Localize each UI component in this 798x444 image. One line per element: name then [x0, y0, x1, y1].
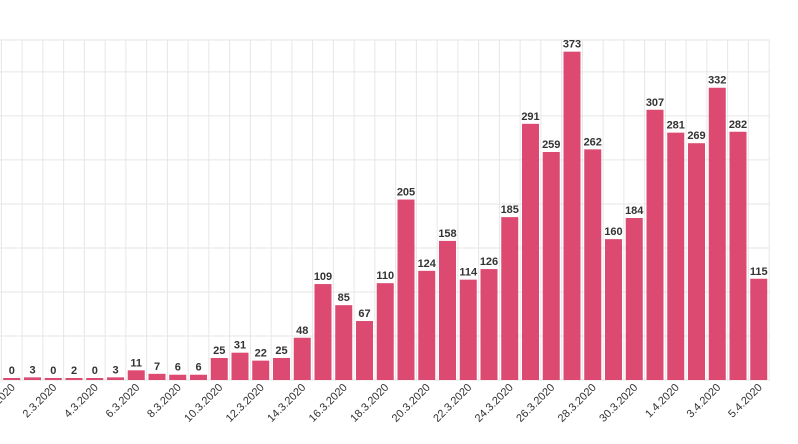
bar: [356, 321, 373, 380]
x-tick-label: 1.3.2020: [0, 382, 18, 421]
bar-value-label: 0: [92, 365, 98, 377]
bar: [625, 218, 643, 380]
data-labels: 0030203117662531222548109856711020512415…: [9, 39, 768, 377]
bars: [3, 51, 768, 381]
bar: [501, 217, 519, 380]
bar-value-label: 160: [604, 226, 622, 238]
bar-value-label: 185: [501, 204, 519, 216]
bar-value-label: 110: [376, 270, 394, 282]
x-tick-label: 20.3.2020: [390, 382, 433, 425]
x-tick-label: 22.3.2020: [431, 382, 474, 425]
bar: [210, 357, 228, 380]
bar: [542, 152, 560, 380]
bar: [459, 279, 477, 380]
bar-value-label: 307: [646, 97, 664, 109]
bar: [231, 352, 249, 380]
bar: [107, 377, 124, 380]
bar: [169, 374, 187, 380]
bar: [273, 357, 290, 380]
bar-value-label: 269: [687, 130, 705, 142]
x-tick-label: 14.3.2020: [265, 382, 308, 425]
bar-value-label: 2: [71, 365, 77, 377]
x-tick-label: 8.3.2020: [145, 382, 184, 421]
bar: [335, 305, 353, 380]
bar-value-label: 373: [563, 39, 581, 51]
x-tick-label: 6.3.2020: [104, 382, 143, 421]
bar: [522, 123, 539, 380]
bar: [65, 378, 83, 380]
bar-value-label: 291: [521, 111, 539, 123]
bar: [646, 109, 664, 380]
bar: [44, 378, 62, 380]
x-tick-label: 3.4.2020: [685, 382, 724, 421]
x-tick-label: 4.3.2020: [62, 382, 101, 421]
x-tick-label: 26.3.2020: [514, 382, 557, 425]
bar: [86, 378, 104, 380]
bar: [439, 240, 456, 380]
bar: [563, 51, 581, 381]
x-tick-label: 30.3.2020: [597, 382, 640, 425]
bar-value-label: 124: [418, 258, 437, 270]
bar-value-label: 281: [667, 120, 685, 132]
bar-value-label: 6: [175, 362, 181, 374]
x-tick-label: 12.3.2020: [224, 382, 267, 425]
bar-value-label: 158: [438, 228, 456, 240]
bar-value-label: 259: [542, 139, 560, 151]
bar-value-label: 7: [154, 361, 160, 373]
bar: [293, 337, 311, 380]
bar-value-label: 109: [314, 271, 332, 283]
bar: [376, 283, 394, 380]
bar-value-label: 114: [459, 267, 478, 279]
x-tick-label: 2.3.2020: [21, 382, 60, 421]
bar: [667, 132, 685, 380]
bar-value-label: 25: [213, 345, 225, 357]
bar: [729, 131, 747, 380]
bar: [252, 360, 270, 380]
bar-value-label: 67: [358, 308, 370, 320]
x-tick-label: 28.3.2020: [556, 382, 599, 425]
bar: [397, 199, 415, 380]
x-tick-label: 1.4.2020: [643, 382, 682, 421]
bar: [584, 149, 602, 380]
bar-value-label: 6: [195, 362, 201, 374]
bar: [148, 373, 166, 380]
x-tick-label: 24.3.2020: [473, 382, 516, 425]
bar-value-label: 0: [9, 365, 15, 377]
bar: [418, 270, 436, 380]
bar-value-label: 332: [708, 75, 726, 87]
bar: [24, 377, 41, 380]
bar: [3, 378, 21, 380]
x-tick-label: 18.3.2020: [348, 382, 391, 425]
bar: [127, 370, 145, 380]
bar-value-label: 262: [584, 136, 602, 148]
bar-value-label: 22: [255, 348, 267, 360]
bar-value-label: 25: [275, 345, 287, 357]
bar-value-label: 11: [130, 357, 142, 369]
bar-value-label: 85: [338, 292, 350, 304]
bar-value-label: 205: [397, 187, 415, 199]
bar: [480, 269, 498, 380]
x-tick-label: 16.3.2020: [307, 382, 350, 425]
bar-value-label: 282: [729, 119, 747, 131]
bar: [314, 284, 332, 380]
bar: [190, 374, 207, 380]
bar-value-label: 184: [625, 205, 644, 217]
x-tick-label: 5.4.2020: [726, 382, 765, 421]
bar: [750, 278, 768, 380]
bar-value-label: 48: [296, 325, 308, 337]
x-axis-tick-labels: 1.3.2020 2.3.2020 4.3.2020 6.3.2020 8.3.2020…: [0, 382, 765, 425]
bar-value-label: 126: [480, 256, 498, 268]
bar-value-label: 3: [112, 364, 118, 376]
bar-value-label: 3: [29, 364, 35, 376]
x-tick-label: 10.3.2020: [182, 382, 225, 425]
bar-value-label: 0: [50, 365, 56, 377]
bar: [688, 143, 705, 380]
bar-value-label: 31: [234, 340, 246, 352]
bar: [605, 239, 622, 380]
bar: [708, 87, 726, 381]
bar-value-label: 115: [750, 266, 768, 278]
